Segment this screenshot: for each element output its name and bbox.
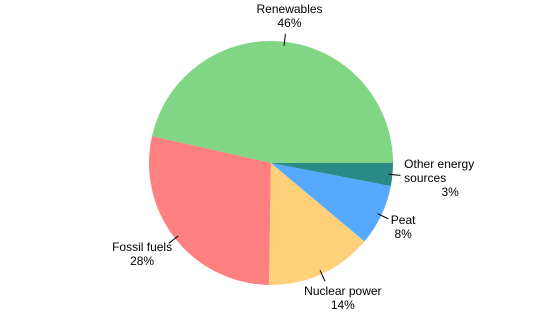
pie-slice [149,136,271,285]
slice-value: 8% [394,226,412,241]
leader-line [168,235,179,244]
slice-value: 3% [441,184,459,199]
slice-label: Peat 8% [391,213,416,241]
slice-value: 14% [330,297,355,312]
slice-value: 46% [277,15,302,30]
slice-label: Renewables 46% [257,2,323,30]
pie-slice [271,163,393,187]
slice-name: Peat [390,212,416,227]
leader-line [377,213,389,220]
slice-name: Nuclear power [304,283,382,298]
slice-name: Other energy sources [404,156,475,185]
pie-slice [271,163,391,242]
leader-line [319,270,326,282]
slice-label: Other energy sources 3% [404,157,496,199]
leader-line [388,173,401,176]
slice-label: Nuclear power 14% [304,284,381,312]
leader-line [283,33,286,46]
slice-value: 28% [130,254,155,269]
slice-name: Renewables [256,1,323,16]
slice-label: Fossil fuels 28% [112,240,172,268]
pie-slice [151,41,393,163]
slice-name: Fossil fuels [112,240,173,255]
pie-slice [269,163,365,285]
